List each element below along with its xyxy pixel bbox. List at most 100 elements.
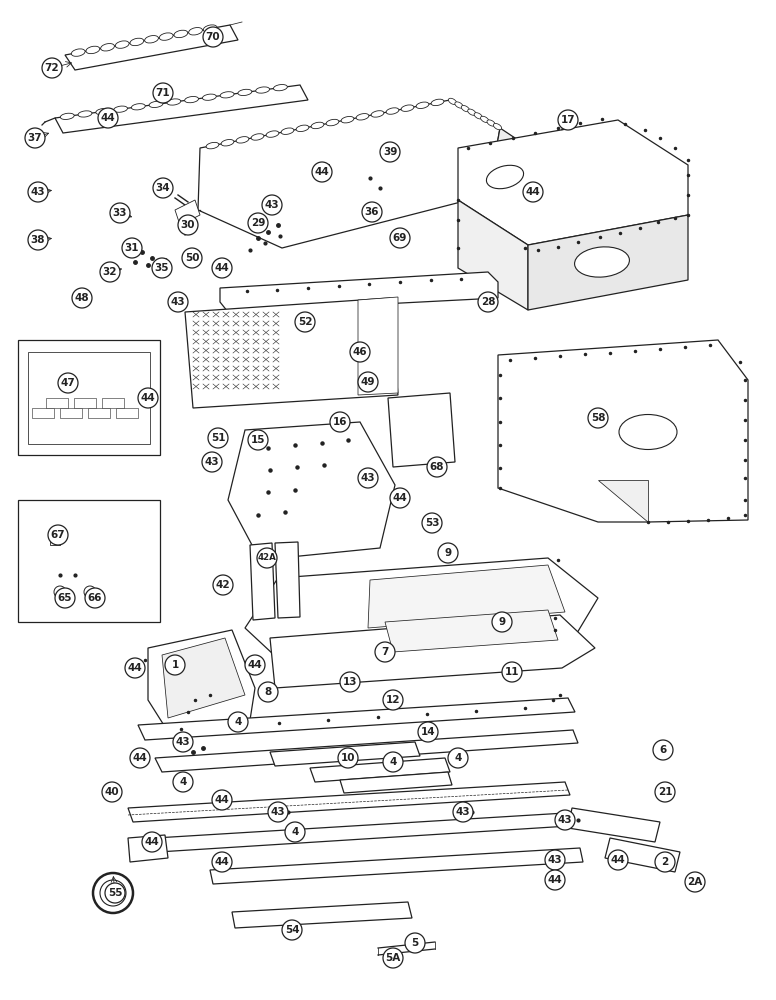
Bar xyxy=(74,398,96,408)
Text: 31: 31 xyxy=(125,243,139,253)
Circle shape xyxy=(102,782,122,802)
Bar xyxy=(88,408,110,418)
Text: 17: 17 xyxy=(561,115,575,125)
Polygon shape xyxy=(65,25,238,70)
Circle shape xyxy=(330,412,350,432)
Ellipse shape xyxy=(86,46,100,54)
Bar xyxy=(102,398,124,408)
Circle shape xyxy=(84,586,96,598)
Text: 9: 9 xyxy=(498,617,505,627)
Text: 43: 43 xyxy=(31,187,45,197)
Ellipse shape xyxy=(203,94,217,100)
Polygon shape xyxy=(148,630,255,738)
Text: 44: 44 xyxy=(133,753,147,763)
Text: 36: 36 xyxy=(365,207,379,217)
Circle shape xyxy=(478,292,498,312)
Text: 71: 71 xyxy=(156,88,170,98)
Circle shape xyxy=(42,58,62,78)
Ellipse shape xyxy=(487,165,524,189)
Ellipse shape xyxy=(251,134,264,140)
Ellipse shape xyxy=(474,113,483,119)
Polygon shape xyxy=(250,543,275,620)
Bar xyxy=(46,398,68,408)
Polygon shape xyxy=(128,835,168,862)
Circle shape xyxy=(492,612,512,632)
Ellipse shape xyxy=(266,131,279,137)
Polygon shape xyxy=(155,812,585,852)
Text: 43: 43 xyxy=(456,807,470,817)
Ellipse shape xyxy=(101,44,114,51)
Ellipse shape xyxy=(78,111,92,117)
Text: 6: 6 xyxy=(660,745,667,755)
Bar xyxy=(18,340,160,455)
Circle shape xyxy=(168,292,188,312)
Ellipse shape xyxy=(236,137,249,143)
Text: 9: 9 xyxy=(445,548,452,558)
Circle shape xyxy=(655,852,675,872)
Circle shape xyxy=(608,850,628,870)
Polygon shape xyxy=(55,85,308,133)
Text: 42A: 42A xyxy=(258,554,276,562)
Circle shape xyxy=(295,312,315,332)
Circle shape xyxy=(85,588,105,608)
Circle shape xyxy=(173,732,193,752)
Circle shape xyxy=(338,748,358,768)
Ellipse shape xyxy=(206,142,219,149)
Polygon shape xyxy=(388,393,455,467)
Text: 15: 15 xyxy=(251,435,265,445)
Circle shape xyxy=(312,162,332,182)
Text: 50: 50 xyxy=(185,253,199,263)
Circle shape xyxy=(453,802,473,822)
Circle shape xyxy=(208,428,228,448)
Polygon shape xyxy=(198,100,500,248)
Circle shape xyxy=(375,642,395,662)
Circle shape xyxy=(262,195,282,215)
Circle shape xyxy=(138,388,158,408)
Text: 42: 42 xyxy=(216,580,230,590)
Circle shape xyxy=(558,110,578,130)
Circle shape xyxy=(448,748,468,768)
Text: 44: 44 xyxy=(101,113,116,123)
Polygon shape xyxy=(175,200,200,225)
Text: 32: 32 xyxy=(102,267,117,277)
Polygon shape xyxy=(458,120,688,245)
Text: 72: 72 xyxy=(45,63,59,73)
Ellipse shape xyxy=(203,25,217,32)
Text: 7: 7 xyxy=(381,647,389,657)
Ellipse shape xyxy=(61,113,74,119)
Circle shape xyxy=(257,548,277,568)
Ellipse shape xyxy=(159,33,173,40)
Text: 51: 51 xyxy=(211,433,225,443)
Ellipse shape xyxy=(144,36,158,43)
Circle shape xyxy=(202,452,222,472)
Ellipse shape xyxy=(311,122,324,129)
Text: 44: 44 xyxy=(525,187,540,197)
Ellipse shape xyxy=(281,128,294,134)
Circle shape xyxy=(212,790,232,810)
Text: 44: 44 xyxy=(548,875,563,885)
Circle shape xyxy=(502,662,522,682)
Ellipse shape xyxy=(174,30,188,38)
Ellipse shape xyxy=(341,116,354,123)
Text: 43: 43 xyxy=(175,737,190,747)
Polygon shape xyxy=(385,610,558,652)
Ellipse shape xyxy=(71,49,85,56)
Circle shape xyxy=(545,850,565,870)
Text: 44: 44 xyxy=(215,795,230,805)
Text: 28: 28 xyxy=(481,297,495,307)
Ellipse shape xyxy=(256,87,269,93)
Circle shape xyxy=(58,373,78,393)
Circle shape xyxy=(182,248,202,268)
Text: 5: 5 xyxy=(411,938,418,948)
Circle shape xyxy=(438,543,458,563)
Text: 54: 54 xyxy=(285,925,300,935)
Text: 35: 35 xyxy=(154,263,169,273)
Circle shape xyxy=(268,802,288,822)
Text: 44: 44 xyxy=(248,660,262,670)
Circle shape xyxy=(100,880,126,906)
Ellipse shape xyxy=(113,106,127,112)
Text: 34: 34 xyxy=(156,183,170,193)
Circle shape xyxy=(153,178,173,198)
Text: 29: 29 xyxy=(251,218,265,228)
Circle shape xyxy=(285,822,305,842)
